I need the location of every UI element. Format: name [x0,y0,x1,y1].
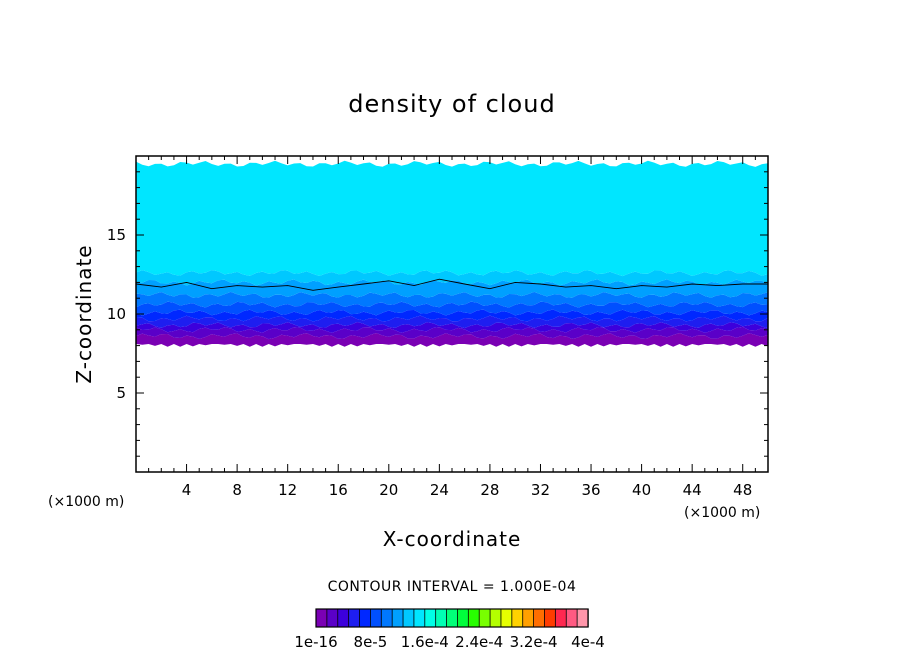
colorbar-swatch [326,608,339,628]
x-tick-label: 4 [182,481,192,499]
colorbar-swatch [522,608,535,628]
colorbar-label: 3.2e-4 [510,633,558,651]
x-tick-label: 20 [379,481,398,499]
cloud-layer [136,270,768,286]
colorbar-swatch [511,608,524,628]
colorbar-frame [315,608,589,628]
x-tick-label: 12 [278,481,297,499]
x-axis: 4 8 12 16 20 24 28 32 36 40 44 48 [148,156,756,499]
cloud-layer [136,309,768,322]
cloud-layer [136,291,768,308]
colorbar-label: 1e-16 [294,633,337,651]
colorbar-swatch [478,608,491,628]
y-axis: 5 10 15 [107,171,768,457]
cloud-field [136,160,768,347]
y-tick-label: 10 [107,305,126,323]
colorbar [315,608,589,628]
colorbar-swatch [380,608,393,628]
cloud-layer [136,333,768,347]
contour-lines [135,278,768,291]
x-tick-label: 16 [329,481,348,499]
contour-line [135,278,768,291]
colorbar-swatch [424,608,437,628]
colorbar-label: 2.4e-4 [455,633,503,651]
x-tick-label: 36 [581,481,600,499]
cloud-layer [136,315,768,329]
colorbar-swatch [489,608,502,628]
colorbar-swatch [467,608,480,628]
colorbar-labels: 1e-16 8e-5 1.6e-4 2.4e-4 3.2e-4 4e-4 [294,633,605,651]
x-axis-label: X-coordinate [383,527,522,551]
x-unit-label: (×1000 m) [684,505,760,521]
colorbar-label: 8e-5 [354,633,388,651]
x-tick-label: 48 [733,481,752,499]
x-tick-label: 44 [683,481,702,499]
colorbar-swatch [369,608,382,628]
y-tick-label: 5 [116,384,126,402]
colorbar-swatch [391,608,404,628]
colorbar-label: 1.6e-4 [401,633,449,651]
colorbar-swatch [402,608,415,628]
cloud-layer [136,160,768,277]
colorbar-swatch [554,608,567,628]
colorbar-swatch [544,608,557,628]
colorbar-swatch [500,608,513,628]
y-tick-label: 15 [107,226,126,244]
x-tick-label: 32 [531,481,550,499]
colorbar-swatch [413,608,426,628]
colorbar-swatch [446,608,459,628]
cloud-layer [136,326,768,340]
colorbar-swatch [348,608,361,628]
y-axis-label: Z-coordinate [72,244,96,383]
colorbar-swatch [533,608,546,628]
cloud-layer [136,322,768,333]
cloud-layer [136,279,768,298]
colorbar-label: 4e-4 [571,633,605,651]
x-tick-label: 28 [480,481,499,499]
chart-title: density of cloud [348,90,555,118]
colorbar-swatch [576,608,589,628]
x-tick-label: 8 [232,481,242,499]
colorbar-swatch [359,608,372,628]
x-tick-label: 40 [632,481,651,499]
y-unit-label: (×1000 m) [48,494,124,510]
colorbar-swatch [435,608,448,628]
colorbar-swatch [315,608,328,628]
colorbar-swatch [337,608,350,628]
colorbar-swatch [457,608,470,628]
cloud-layer [136,301,768,316]
contour-interval-label: CONTOUR INTERVAL = 1.000E-04 [328,579,577,595]
colorbar-swatch [565,608,578,628]
x-tick-label: 24 [430,481,449,499]
